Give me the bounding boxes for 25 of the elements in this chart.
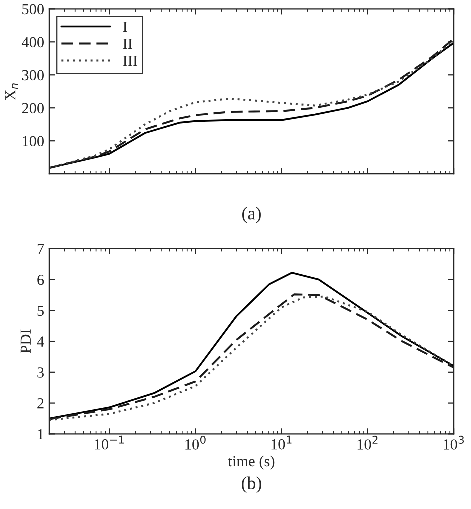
y-tick-label: 1 xyxy=(38,429,44,440)
y-tick-label: 2 xyxy=(38,398,44,409)
legend-label: III xyxy=(123,56,138,66)
legend-label: I xyxy=(123,22,128,32)
y-tick-label: 6 xyxy=(38,274,44,286)
y-tick-label: 3 xyxy=(38,368,44,378)
legend-label: II xyxy=(123,39,132,50)
x-tick-label: 10$^{3}$ xyxy=(444,436,464,450)
x-tick-label: 10$^{−1}$ xyxy=(95,436,124,450)
y-tick-label: 4 xyxy=(37,336,44,347)
y-tick-label: 100 xyxy=(23,136,44,147)
y-tick-label: 300 xyxy=(22,70,44,81)
y-tick-label: 500 xyxy=(22,4,44,15)
y-tick-label: 200 xyxy=(22,103,44,114)
x-tick-label: 10$^{1}$ xyxy=(272,436,292,450)
text: (b) xyxy=(242,476,262,494)
y-axis-title: X$_{n}$ xyxy=(6,84,18,101)
x-axis-title: time (s) xyxy=(228,456,275,470)
y-tick-label: 400 xyxy=(22,37,44,48)
y-tick-label: 5 xyxy=(38,306,44,316)
x-tick-label: 10$^{2}$ xyxy=(358,436,378,450)
y-axis-title: PDI xyxy=(20,330,31,354)
y-tick-label: 7 xyxy=(38,244,44,254)
text: (a) xyxy=(242,207,261,224)
x-tick-label: 10$^{0}$ xyxy=(186,436,206,450)
